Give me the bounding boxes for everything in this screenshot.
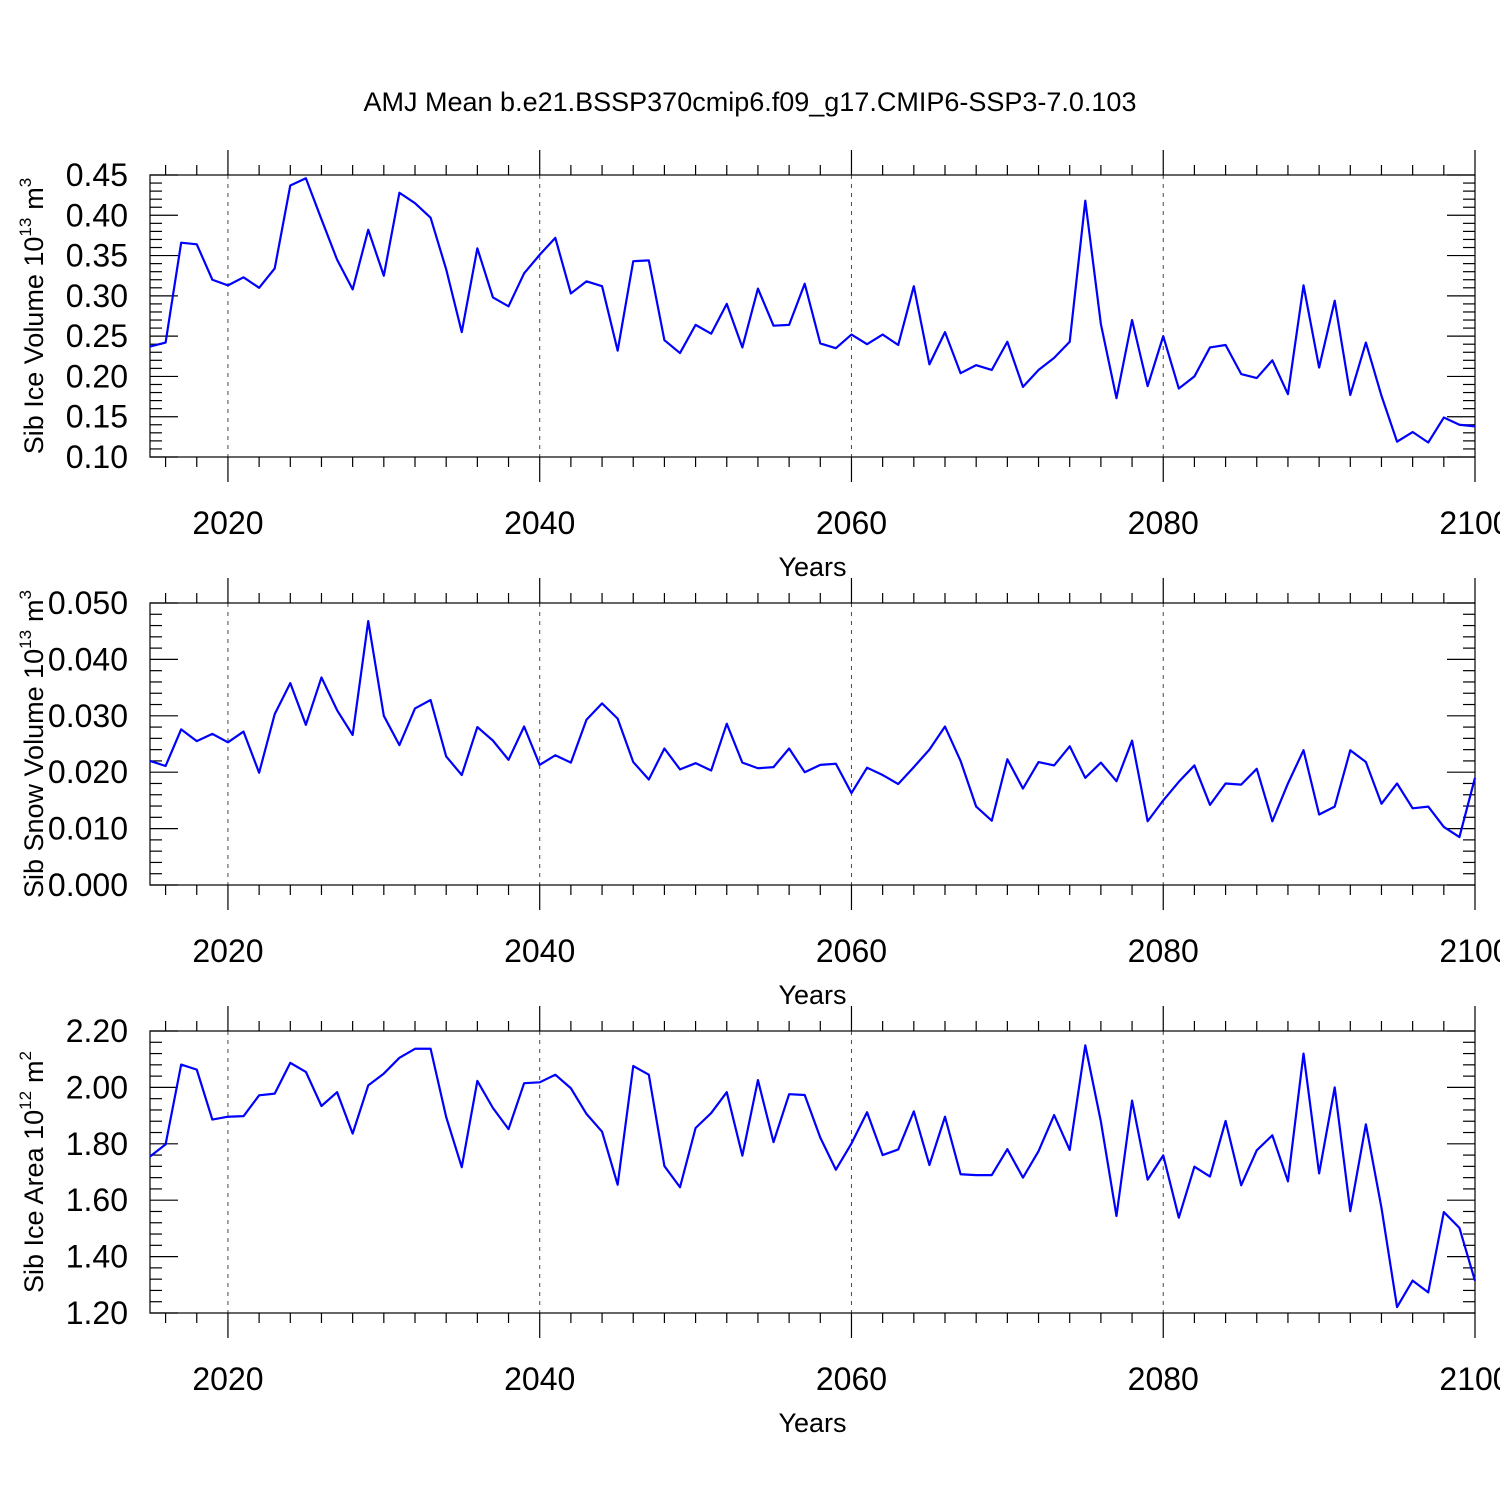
- x-tick-label: 2100: [1439, 1361, 1500, 1397]
- x-tick-label: 2080: [1128, 505, 1199, 541]
- y-axis-label: Sib Snow Volume 1013 m3: [16, 590, 49, 898]
- y-tick-label: 0.000: [48, 867, 128, 903]
- panel-3: 1.20 1.40 1.60 1.80 2.00 2.20 2020 2040 2060 2080…: [16, 1006, 1500, 1438]
- y-axis-label-text: Sib Ice Volume 10: [19, 237, 49, 455]
- x-tick-label: 2100: [1439, 505, 1500, 541]
- x-tick-label: 2020: [192, 933, 263, 969]
- x-tick-label: 2060: [816, 933, 887, 969]
- y-tick-label: 0.040: [48, 641, 128, 677]
- x-tick-label: 2060: [816, 1361, 887, 1397]
- x-tick-label: 2040: [504, 1361, 575, 1397]
- y-tick-label: 2.20: [66, 1013, 128, 1049]
- y-axis-label-unit-exponent: 3: [16, 178, 35, 187]
- x-tick-label: 2100: [1439, 933, 1500, 969]
- y-tick-label: 0.050: [48, 585, 128, 621]
- y-axis-label-text: Sib Snow Volume 10: [19, 649, 49, 898]
- y-tick-label: 2.00: [66, 1069, 128, 1105]
- y-tick-label: 0.35: [66, 238, 128, 274]
- y-tick-label: 0.40: [66, 197, 128, 233]
- x-axis-label: Years: [778, 1408, 846, 1438]
- y-tick-label: 1.20: [66, 1295, 128, 1331]
- series-line: [149, 177, 1476, 444]
- y-tick-label: 0.15: [66, 399, 128, 435]
- y-axis-label-unit: m: [19, 599, 49, 622]
- y-tick-label: 0.10: [66, 439, 128, 475]
- y-tick-label: 1.80: [66, 1126, 128, 1162]
- x-tick-label: 2080: [1128, 933, 1199, 969]
- y-axis-label: Sib Ice Area 1012 m2: [16, 1051, 49, 1293]
- x-axis-label: Years: [778, 980, 846, 1010]
- y-tick-label: 0.010: [48, 811, 128, 847]
- y-tick-label: 0.25: [66, 318, 128, 354]
- x-axis-label: Years: [778, 552, 846, 582]
- y-tick-label: 0.020: [48, 754, 128, 790]
- series-line: [149, 1044, 1477, 1309]
- y-axis-label-text: Sib Ice Area 10: [19, 1110, 49, 1293]
- figure-title: AMJ Mean b.e21.BSSP370cmip6.f09_g17.CMIP…: [364, 87, 1137, 117]
- x-tick-label: 2060: [816, 505, 887, 541]
- plot-frame: [149, 174, 1476, 458]
- y-axis-label-unit: m: [19, 187, 49, 210]
- y-axis-label-exponent: 13: [16, 630, 35, 649]
- x-tick-label: 2020: [192, 1361, 263, 1397]
- x-tick-label: 2040: [504, 933, 575, 969]
- panels: 0.10 0.15 0.20 0.25 0.30 0.35 0.40 0.45 2020 2040…: [16, 150, 1500, 1438]
- y-axis-label-exponent: 13: [16, 218, 35, 237]
- panel-2: 0.000 0.010 0.020 0.030 0.040 0.050 2020 2040 20…: [16, 578, 1500, 1010]
- x-tick-label: 2040: [504, 505, 575, 541]
- plot-frame: [149, 1030, 1476, 1314]
- y-tick-label: 0.20: [66, 358, 128, 394]
- panel-1: 0.10 0.15 0.20 0.25 0.30 0.35 0.40 0.45 2020 2040…: [16, 150, 1500, 582]
- y-tick-label: 1.40: [66, 1239, 128, 1275]
- series-line: [149, 619, 1477, 839]
- y-axis-label-unit: m: [19, 1060, 49, 1083]
- plot-frame: [149, 602, 1476, 886]
- y-axis-label-unit-exponent: 3: [16, 590, 35, 599]
- y-axis-label-unit-exponent: 2: [16, 1051, 35, 1060]
- x-tick-label: 2080: [1128, 1361, 1199, 1397]
- y-tick-label: 1.60: [66, 1182, 128, 1218]
- y-axis-label-exponent: 12: [16, 1091, 35, 1110]
- y-tick-label: 0.30: [66, 278, 128, 314]
- y-axis-label: Sib Ice Volume 1013 m3: [16, 178, 49, 455]
- x-tick-label: 2020: [192, 505, 263, 541]
- y-tick-label: 0.45: [66, 157, 128, 193]
- y-tick-label: 0.030: [48, 698, 128, 734]
